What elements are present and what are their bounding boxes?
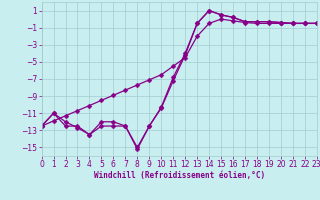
X-axis label: Windchill (Refroidissement éolien,°C): Windchill (Refroidissement éolien,°C)	[94, 171, 265, 180]
